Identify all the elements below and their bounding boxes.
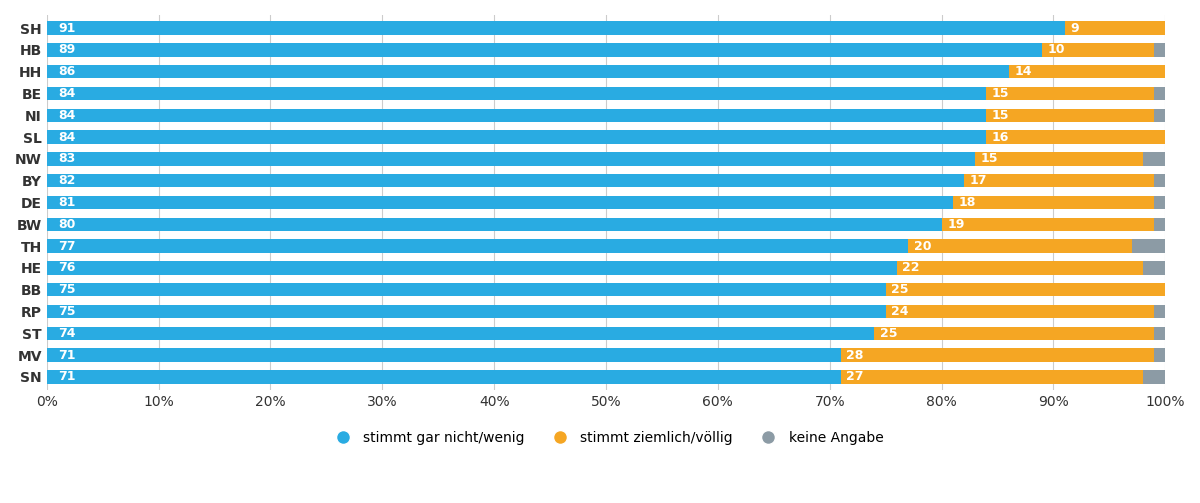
Text: 24: 24 [892,305,908,318]
Bar [47,130,986,144]
Text: 27: 27 [846,370,864,383]
Bar [47,174,964,188]
Text: 80: 80 [58,218,76,231]
Bar [1154,87,1165,100]
Bar [1154,326,1165,340]
Bar [47,87,986,100]
Text: 83: 83 [58,152,76,165]
Text: 22: 22 [902,262,920,275]
Bar [1154,196,1165,209]
Text: 15: 15 [992,109,1009,122]
Bar [875,326,1154,340]
Bar [1154,218,1165,231]
Text: 74: 74 [58,327,76,340]
Bar [47,239,908,253]
Text: 89: 89 [58,43,76,56]
Text: 28: 28 [846,349,864,362]
Bar [976,152,1142,165]
Bar [1142,152,1165,165]
Bar [986,130,1165,144]
Bar [886,305,1154,318]
Bar [1154,305,1165,318]
Text: 20: 20 [913,239,931,253]
Bar [1154,43,1165,57]
Bar [47,326,875,340]
Bar [964,174,1154,188]
Bar [896,261,1142,275]
Text: 84: 84 [58,87,76,100]
Bar [986,109,1154,122]
Bar [47,196,953,209]
Text: 17: 17 [970,174,988,187]
Text: 71: 71 [58,349,76,362]
Bar [841,370,1142,384]
Bar [1142,370,1165,384]
Text: 84: 84 [58,131,76,143]
Text: 81: 81 [58,196,76,209]
Bar [953,196,1154,209]
Legend: stimmt gar nicht/wenig, stimmt ziemlich/völlig, keine Angabe: stimmt gar nicht/wenig, stimmt ziemlich/… [323,426,889,451]
Bar [47,305,886,318]
Text: 19: 19 [947,218,965,231]
Bar [1043,43,1154,57]
Text: 76: 76 [58,262,76,275]
Bar [886,283,1165,296]
Text: 16: 16 [992,131,1009,143]
Bar [1009,65,1165,78]
Bar [908,239,1132,253]
Bar [47,152,976,165]
Bar [47,370,841,384]
Bar [1132,239,1165,253]
Bar [47,261,896,275]
Text: 86: 86 [58,65,76,78]
Text: 91: 91 [58,22,76,35]
Text: 25: 25 [880,327,898,340]
Text: 15: 15 [992,87,1009,100]
Bar [1142,261,1165,275]
Bar [942,218,1154,231]
Bar [47,43,1043,57]
Text: 84: 84 [58,109,76,122]
Text: 9: 9 [1070,22,1079,35]
Text: 77: 77 [58,239,76,253]
Bar [1064,21,1165,35]
Bar [1154,174,1165,188]
Text: 14: 14 [1014,65,1032,78]
Text: 10: 10 [1048,43,1066,56]
Bar [47,65,1009,78]
Bar [986,87,1154,100]
Text: 18: 18 [959,196,976,209]
Bar [47,349,841,362]
Bar [47,109,986,122]
Bar [1154,109,1165,122]
Bar [841,349,1154,362]
Text: 82: 82 [58,174,76,187]
Bar [47,21,1064,35]
Bar [1154,349,1165,362]
Text: 75: 75 [58,305,76,318]
Text: 75: 75 [58,283,76,296]
Text: 71: 71 [58,370,76,383]
Text: 25: 25 [892,283,908,296]
Bar [47,218,942,231]
Text: 15: 15 [980,152,998,165]
Bar [47,283,886,296]
